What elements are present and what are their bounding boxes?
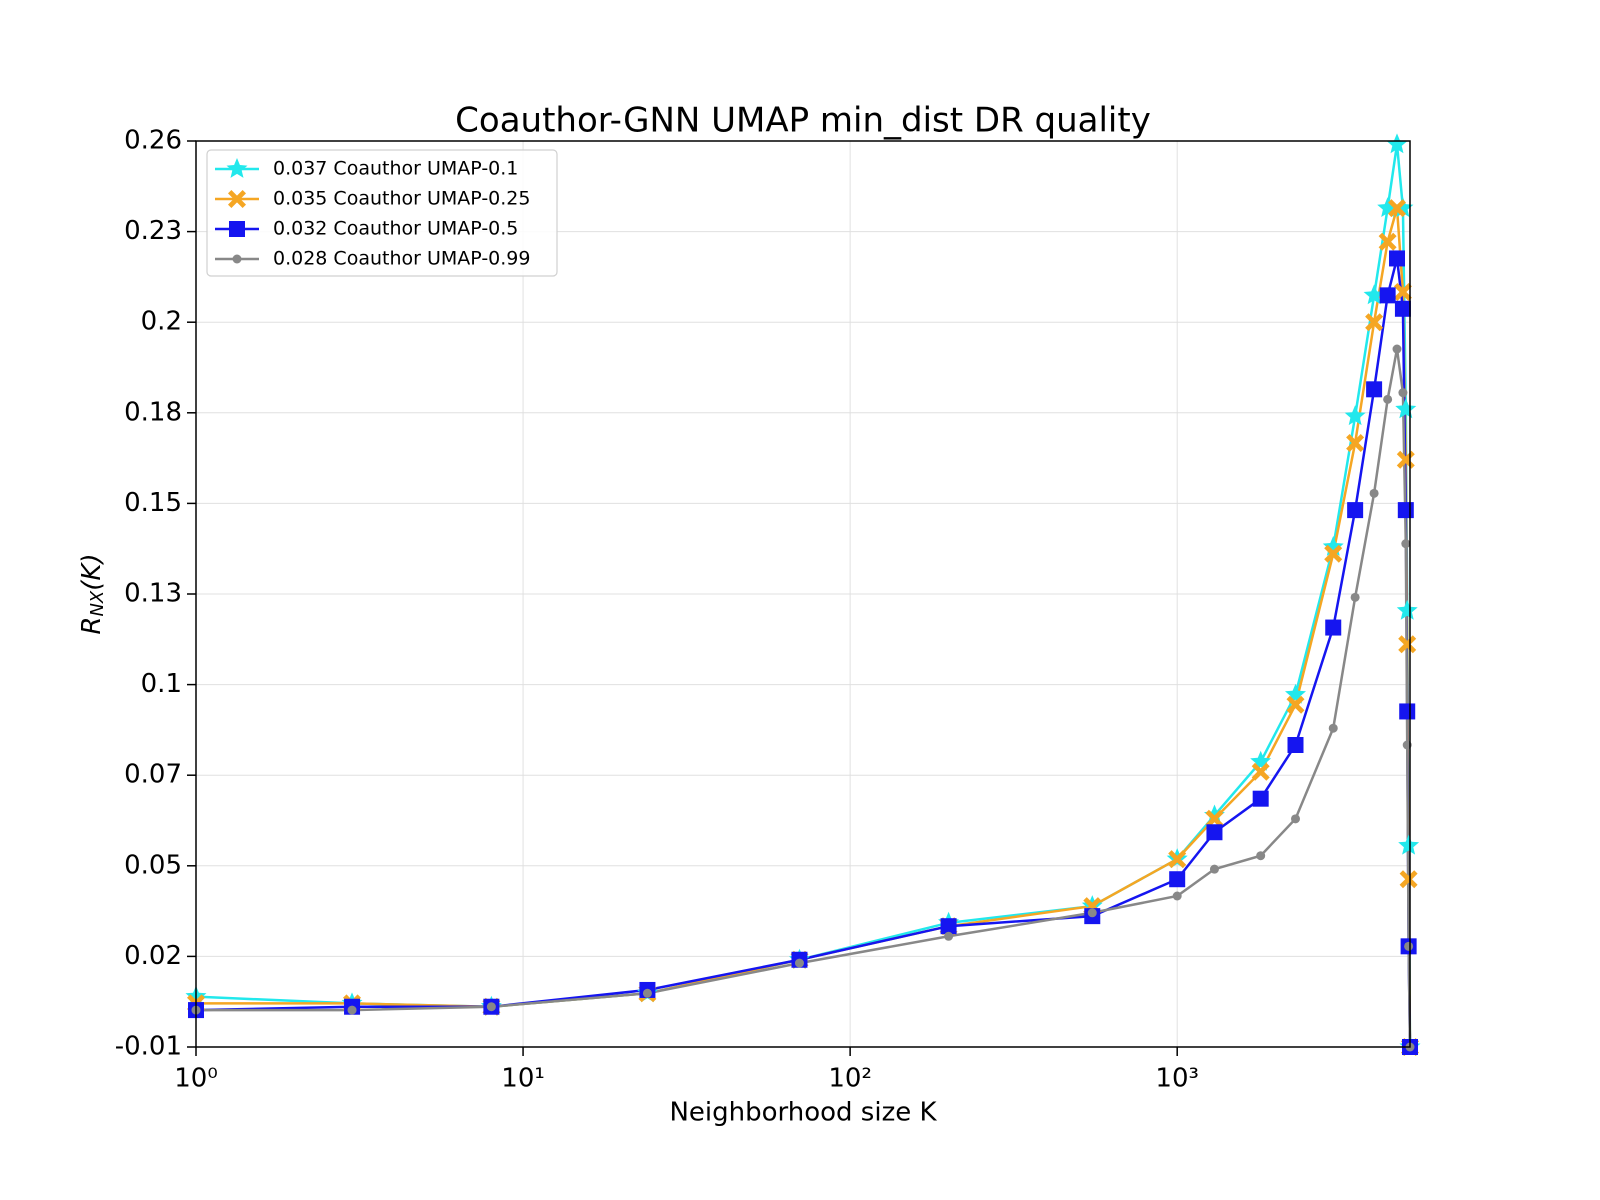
y-tick-label: 0.07	[124, 760, 182, 790]
legend-label: 0.032 Coauthor UMAP-0.5	[273, 218, 518, 240]
marker-square	[1389, 250, 1406, 267]
plot-area	[185, 133, 1421, 1056]
y-tick-label: -0.01	[115, 1032, 182, 1062]
x-axis-label: Neighborhood size K	[669, 1098, 937, 1128]
y-tick-label: 0.26	[124, 126, 182, 156]
y-tick-label: 0.2	[141, 307, 182, 337]
series-line	[195, 258, 1412, 1048]
y-tick-label: 0.13	[124, 579, 182, 609]
series-line	[196, 207, 1412, 1048]
legend-label: 0.037 Coauthor UMAP-0.1	[273, 158, 518, 180]
marker-circle	[1369, 488, 1379, 498]
x-tick-label: 10⁰	[174, 1064, 218, 1094]
marker-square	[1366, 381, 1383, 398]
x-tick-label: 10³	[1155, 1064, 1199, 1094]
series-line	[195, 144, 1412, 1048]
marker-x	[228, 190, 246, 208]
axes-frame	[195, 140, 1411, 1048]
marker-star	[1204, 804, 1225, 825]
legend-box	[206, 149, 558, 277]
marker-circle	[794, 958, 804, 968]
marker-circle	[1398, 388, 1408, 398]
marker-square	[229, 221, 245, 237]
marker-x	[1168, 850, 1187, 869]
marker-square	[1397, 502, 1414, 519]
marker-star	[1398, 834, 1420, 855]
y-label-rest: (K)	[77, 553, 107, 590]
marker-square	[1252, 790, 1269, 807]
marker-star	[1344, 405, 1366, 426]
y-tick-label: 0.1	[141, 669, 182, 699]
marker-star	[1396, 599, 1418, 620]
marker-circle	[944, 931, 954, 941]
marker-square	[1399, 703, 1416, 720]
marker-circle	[1087, 908, 1097, 918]
y-tick-label: 0.18	[124, 397, 182, 427]
marker-x	[1388, 199, 1406, 218]
marker-x	[1399, 870, 1418, 889]
marker-circle	[642, 988, 652, 998]
marker-x	[1205, 809, 1224, 828]
marker-circle	[347, 1005, 357, 1015]
legend-label: 0.028 Coauthor UMAP-0.99	[273, 248, 530, 270]
y-tick-label: 0.15	[124, 488, 182, 518]
x-tick-label: 10²	[828, 1064, 872, 1094]
marker-star	[1386, 133, 1408, 154]
marker-circle	[486, 1002, 496, 1012]
marker-circle	[1209, 864, 1219, 874]
marker-square	[1394, 300, 1411, 317]
marker-circle	[1328, 723, 1338, 733]
marker-x	[1365, 313, 1384, 332]
marker-x	[1398, 635, 1417, 654]
legend: 0.037 Coauthor UMAP-0.1 0.035 Coauthor UM…	[206, 149, 558, 277]
marker-circle	[232, 254, 242, 264]
marker-square	[1347, 502, 1364, 519]
marker-square	[1169, 871, 1186, 888]
y-tick-label: 0.05	[124, 850, 182, 880]
y-label-base: R	[77, 617, 107, 635]
marker-circle	[1172, 891, 1182, 901]
y-tick-label: 0.02	[124, 941, 182, 971]
marker-square	[1206, 824, 1223, 841]
y-label-sub: NX	[87, 590, 108, 616]
marker-circle	[1401, 539, 1411, 549]
marker-x	[1378, 232, 1397, 251]
marker-square	[1287, 737, 1304, 753]
marker-square	[1379, 287, 1396, 304]
marker-x	[1393, 283, 1412, 301]
chart-title: Coauthor-GNN UMAP min_dist DR quality	[455, 101, 1151, 141]
legend-label: 0.035 Coauthor UMAP-0.25	[273, 188, 530, 210]
marker-circle	[1256, 851, 1266, 861]
x-tick-label: 10¹	[501, 1064, 545, 1094]
marker-circle	[1291, 814, 1301, 824]
marker-circle	[1350, 592, 1360, 602]
marker-circle	[1392, 344, 1402, 354]
marker-star	[1363, 284, 1385, 305]
marker-square	[1325, 619, 1342, 636]
marker-x	[1251, 762, 1270, 781]
y-axis-label: RNX(K)	[77, 553, 109, 634]
marker-x	[1346, 434, 1365, 452]
series-line	[196, 348, 1412, 1048]
marker-x	[1286, 695, 1305, 714]
marker-circle	[1383, 394, 1393, 404]
marker-star	[1395, 398, 1417, 419]
marker-x	[1324, 544, 1343, 563]
marker-circle	[1404, 941, 1414, 951]
marker-square	[940, 918, 957, 935]
y-tick-label: 0.23	[124, 216, 182, 246]
marker-star	[226, 158, 248, 178]
